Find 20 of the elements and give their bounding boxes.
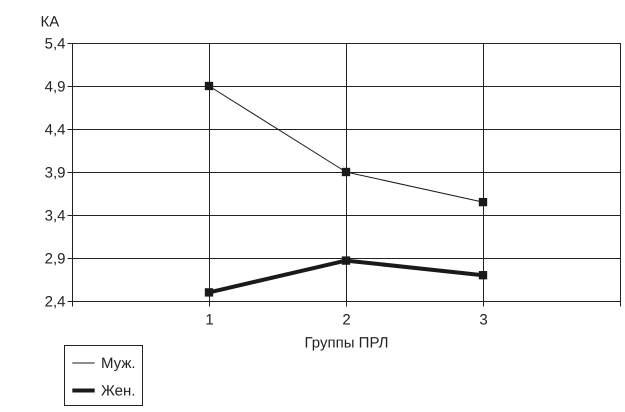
y-tick-label: 2,9: [44, 250, 66, 268]
point: [478, 198, 488, 206]
y-tick-label: 5,4: [44, 36, 66, 52]
y-tick-label: 3,4: [44, 208, 66, 224]
x-tick-label: 1: [205, 312, 214, 328]
y-tick-label: 2,4: [44, 294, 66, 310]
point: [478, 271, 488, 280]
y-axis-title: КА: [40, 14, 60, 30]
point: [204, 288, 214, 297]
y-tick-label: 4,4: [44, 122, 66, 138]
y-tick-label: 4,9: [44, 78, 66, 96]
x-axis-title: Группы ПРЛ: [304, 334, 388, 352]
x-tick-label: 2: [342, 312, 351, 328]
point: [204, 82, 214, 90]
point: [342, 168, 350, 176]
legend-label: Жен.: [101, 382, 136, 400]
legend-label: Муж.: [101, 355, 136, 372]
y-tick-label: 3,9: [44, 164, 66, 182]
x-tick-label: 3: [479, 312, 488, 328]
point: [342, 256, 350, 265]
